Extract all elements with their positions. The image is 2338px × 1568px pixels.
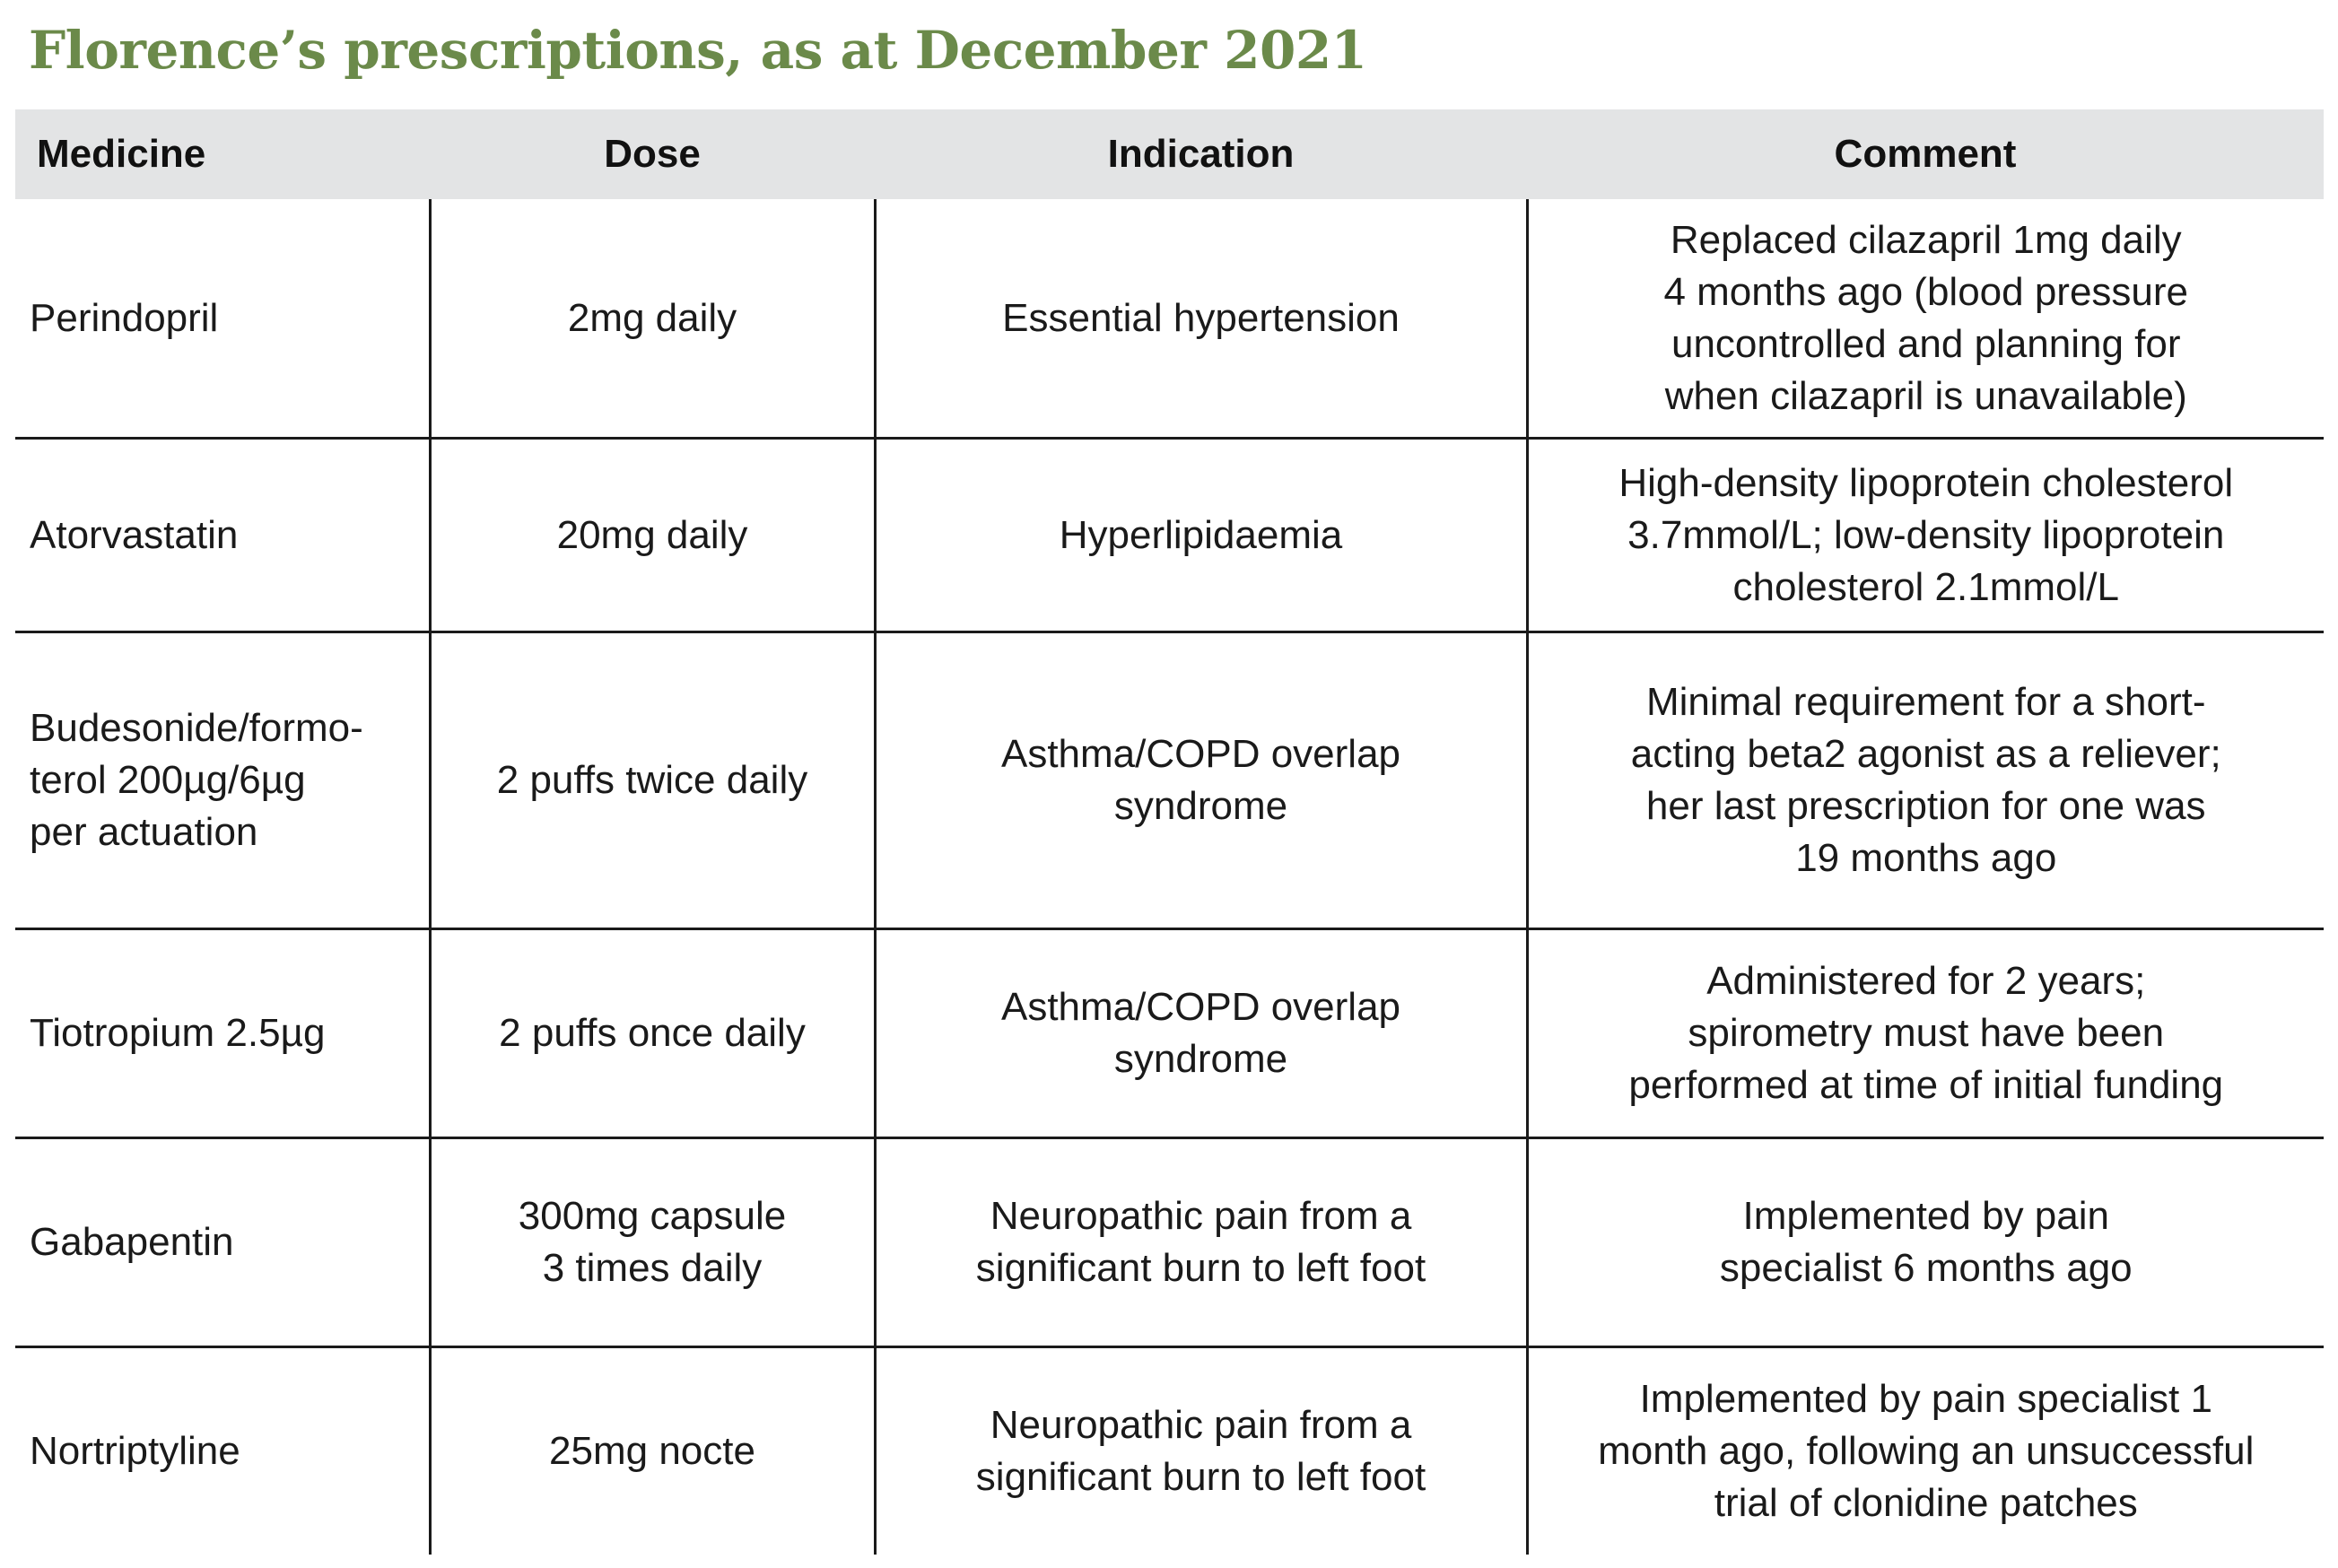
medicine-cell: Perindopril xyxy=(15,199,430,440)
medicine-cell: Budesonide/formo- terol 200µg/6µg per ac… xyxy=(15,632,430,930)
indication-cell: Asthma/COPD overlap syndrome xyxy=(873,928,1527,1139)
indication-cell: Neuropathic pain from a significant burn… xyxy=(873,1137,1527,1348)
dose-cell: 20mg daily xyxy=(428,438,875,633)
dose-cell: 300mg capsule 3 times daily xyxy=(428,1137,875,1348)
column-header-dose: Dose xyxy=(430,109,875,199)
dose-cell: 2 puffs once daily xyxy=(428,928,875,1139)
table-row: Tiotropium 2.5µg 2 puffs once daily Asth… xyxy=(15,928,2324,1139)
comment-cell: Replaced cilazapril 1mg daily 4 months a… xyxy=(1525,199,2324,440)
dose-cell: 2mg daily xyxy=(428,199,875,440)
comment-cell: Implemented by pain specialist 1 month a… xyxy=(1525,1346,2324,1555)
column-header-comment: Comment xyxy=(1527,109,2324,199)
medicine-cell: Gabapentin xyxy=(15,1137,430,1348)
dose-cell: 25mg nocte xyxy=(428,1346,875,1555)
indication-cell: Asthma/COPD overlap syndrome xyxy=(873,632,1527,930)
medicine-cell: Atorvastatin xyxy=(15,438,430,633)
table-header: Medicine Dose Indication Comment xyxy=(15,109,2324,199)
page-title: Florence’s prescriptions, as at December… xyxy=(29,20,1367,81)
comment-cell: High-density lipoprotein cholesterol 3.7… xyxy=(1525,438,2324,633)
table-row: Perindopril 2mg daily Essential hyperten… xyxy=(15,199,2324,440)
table-row: Gabapentin 300mg capsule 3 times daily N… xyxy=(15,1137,2324,1348)
comment-cell: Administered for 2 years; spirometry mus… xyxy=(1525,928,2324,1139)
comment-cell: Implemented by pain specialist 6 months … xyxy=(1525,1137,2324,1348)
header-row: Medicine Dose Indication Comment xyxy=(15,109,2324,199)
table-body: Perindopril 2mg daily Essential hyperten… xyxy=(15,199,2324,1555)
indication-cell: Hyperlipidaemia xyxy=(873,438,1527,633)
table-row: Budesonide/formo- terol 200µg/6µg per ac… xyxy=(15,632,2324,930)
indication-cell: Essential hypertension xyxy=(873,199,1527,440)
prescriptions-table: Medicine Dose Indication Comment Perindo… xyxy=(15,109,2324,1555)
medicine-cell: Tiotropium 2.5µg xyxy=(15,928,430,1139)
indication-cell: Neuropathic pain from a significant burn… xyxy=(873,1346,1527,1555)
column-header-medicine: Medicine xyxy=(15,109,430,199)
column-header-indication: Indication xyxy=(875,109,1527,199)
table-row: Atorvastatin 20mg daily Hyperlipidaemia … xyxy=(15,438,2324,633)
table-row: Nortriptyline 25mg nocte Neuropathic pai… xyxy=(15,1346,2324,1555)
comment-cell: Minimal requirement for a short- acting … xyxy=(1525,632,2324,930)
medicine-cell: Nortriptyline xyxy=(30,1429,240,1473)
dose-cell: 2 puffs twice daily xyxy=(428,632,875,930)
